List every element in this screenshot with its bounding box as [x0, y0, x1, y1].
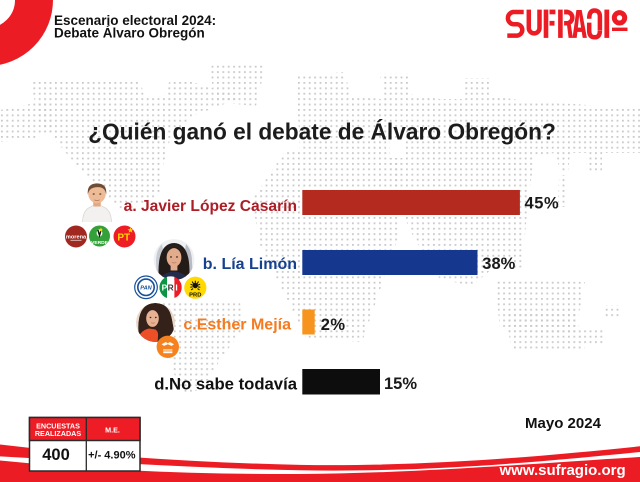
- svg-text:VERDE: VERDE: [91, 240, 109, 246]
- svg-text:www.sufragio.org: www.sufragio.org: [499, 462, 626, 479]
- svg-text:Mayo 2024: Mayo 2024: [525, 415, 602, 432]
- svg-text:+/- 4.90%: +/- 4.90%: [88, 450, 136, 462]
- svg-text:M.E.: M.E.: [105, 426, 120, 435]
- svg-text:Debate Álvaro Obregón: Debate Álvaro Obregón: [54, 26, 205, 41]
- svg-text:REALIZADAS: REALIZADAS: [35, 429, 82, 438]
- svg-text:a. Javier López Casarín: a. Javier López Casarín: [124, 198, 297, 215]
- svg-text:15%: 15%: [384, 375, 417, 393]
- svg-text:morena: morena: [66, 234, 87, 240]
- svg-text:¿Quién ganó el debate de Álvar: ¿Quién ganó el debate de Álvaro Obregón?: [88, 119, 556, 145]
- svg-text:Escenario electoral 2024:: Escenario electoral 2024:: [54, 13, 216, 28]
- svg-text:R: R: [168, 283, 174, 293]
- svg-text:2%: 2%: [321, 316, 346, 334]
- svg-text:b. Lía Limón: b. Lía Limón: [203, 256, 297, 273]
- svg-text:d.No sabe todavía: d.No sabe todavía: [154, 375, 298, 394]
- svg-text:38%: 38%: [482, 255, 515, 273]
- svg-text:45%: 45%: [525, 194, 560, 212]
- svg-text:PAN: PAN: [140, 285, 152, 291]
- svg-text:P: P: [162, 283, 168, 293]
- svg-text:ENCUESTAS: ENCUESTAS: [36, 421, 80, 430]
- svg-text:I: I: [175, 283, 177, 293]
- svg-text:PRD: PRD: [189, 293, 201, 299]
- svg-text:PT: PT: [117, 233, 130, 244]
- svg-text:400: 400: [42, 446, 70, 464]
- svg-text:c.Esther Mejía: c.Esther Mejía: [183, 317, 291, 334]
